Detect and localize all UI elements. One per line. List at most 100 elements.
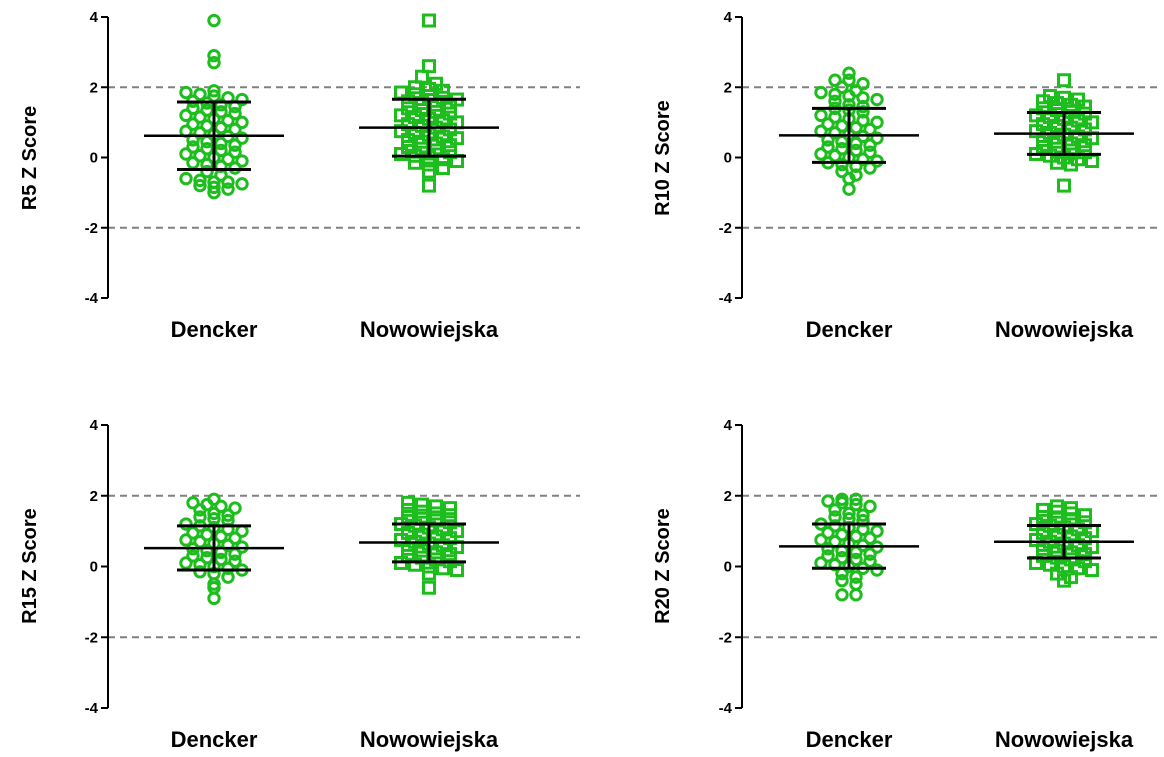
- data-point-circle: [835, 496, 849, 510]
- data-point-circle: [207, 185, 221, 200]
- data-point-circle: [821, 117, 835, 131]
- chart-svg: 4 2 0 -2 -4 Dencker Nowowiejska: [85, 9, 580, 342]
- data-point-square: [408, 80, 422, 95]
- data-point-circle: [221, 538, 235, 552]
- data-point-circle: [870, 563, 884, 577]
- data-point-square: [401, 94, 415, 109]
- data-point-circle: [179, 147, 193, 161]
- data-point-circle: [835, 164, 849, 179]
- y-tick-label: 0: [90, 559, 98, 576]
- data-point-circle: [828, 110, 842, 124]
- data-point-circle: [835, 573, 849, 588]
- data-point-circle: [207, 506, 221, 521]
- data-point-circle: [856, 105, 870, 119]
- y-tick-label: -2: [719, 220, 732, 237]
- data-point-square: [429, 506, 443, 521]
- data-point-square: [1050, 96, 1064, 111]
- data-point-circle: [828, 87, 842, 101]
- data-point-square: [422, 157, 436, 172]
- y-axis-label: R5 Z Score: [19, 105, 41, 211]
- data-point-circle: [814, 108, 828, 123]
- x-category-label: Dencker: [806, 727, 893, 752]
- data-point-circle: [186, 526, 200, 540]
- data-point-circle: [235, 154, 249, 168]
- data-point-circle: [186, 140, 200, 154]
- data-point-circle: [828, 510, 842, 524]
- data-point-circle: [849, 570, 863, 584]
- y-tick-label: 4: [724, 417, 733, 434]
- data-point-square: [401, 495, 415, 510]
- data-point-square: [415, 504, 429, 519]
- data-point-circle: [221, 522, 235, 537]
- data-point-circle: [835, 80, 849, 94]
- data-point-circle: [842, 182, 856, 196]
- data-point-circle: [863, 161, 877, 175]
- data-point-circle: [828, 94, 842, 109]
- data-point-circle: [200, 103, 214, 117]
- data-point-circle: [821, 140, 835, 154]
- data-point-square: [443, 99, 457, 114]
- data-point-circle: [221, 561, 235, 575]
- data-point-circle: [821, 549, 835, 563]
- y-tick-label: 4: [90, 417, 99, 434]
- data-point-circle: [214, 120, 228, 135]
- y-axis-label: R15 Z Score: [19, 508, 41, 624]
- data-point-circle: [214, 98, 228, 112]
- y-tick-label: 0: [724, 559, 732, 576]
- data-point-circle: [186, 117, 200, 131]
- data-point-circle: [193, 178, 207, 193]
- data-point-square: [436, 152, 450, 167]
- y-axis-label: R20 Z Score: [652, 508, 674, 624]
- data-point-circle: [828, 126, 842, 140]
- data-point-square: [422, 164, 436, 179]
- data-point-circle: [186, 549, 200, 563]
- y-axis-label: R10 Z Score: [652, 100, 674, 216]
- data-point-circle: [849, 552, 863, 567]
- y-tick-label: 2: [90, 79, 98, 96]
- data-point-square: [443, 138, 457, 153]
- chart-panel-r5: R5 Z Score 4 2 0 -2 -4 Dencker Nowowiejska: [0, 0, 582, 376]
- data-point-square: [394, 146, 408, 161]
- data-point-circle: [193, 126, 207, 140]
- data-point-circle: [207, 55, 221, 70]
- data-point-square: [1050, 504, 1064, 519]
- data-point-circle: [179, 108, 193, 123]
- y-tick-label: -2: [85, 220, 98, 237]
- data-point-circle: [207, 591, 221, 606]
- data-point-circle: [849, 529, 863, 544]
- data-point-square: [1078, 547, 1092, 562]
- y-tick-label: -2: [719, 629, 732, 646]
- data-point-circle: [214, 552, 228, 567]
- data-point-square: [1036, 94, 1050, 109]
- data-point-circle: [828, 73, 842, 87]
- data-point-circle: [193, 110, 207, 124]
- chart-svg: 4 2 0 -2 -4 Dencker Nowowiejska: [719, 9, 1162, 342]
- data-point-circle: [849, 492, 863, 506]
- x-category-label: Dencker: [171, 317, 258, 342]
- data-point-circle: [835, 157, 849, 172]
- data-point-circle: [200, 527, 214, 542]
- data-point-square: [443, 547, 457, 562]
- data-point-circle: [828, 519, 842, 533]
- data-point-square: [1064, 97, 1078, 112]
- data-point-circle: [221, 113, 235, 128]
- data-point-circle: [849, 136, 863, 151]
- data-point-circle: [863, 145, 877, 159]
- data-point-circle: [856, 513, 870, 528]
- data-point-circle: [214, 105, 228, 119]
- data-point-circle: [863, 554, 877, 568]
- data-point-circle: [221, 508, 235, 522]
- data-point-square: [1036, 502, 1050, 517]
- data-point-circle: [821, 494, 835, 508]
- data-point-circle: [228, 106, 242, 121]
- chart-svg: 4 2 0 -2 -4 Dencker Nowowiejska: [85, 417, 580, 752]
- y-tick-label: -4: [85, 290, 99, 307]
- data-point-square: [1085, 563, 1099, 578]
- y-tick-label: 2: [724, 488, 732, 505]
- data-point-circle: [842, 89, 856, 103]
- data-point-square: [436, 83, 450, 98]
- data-point-circle: [193, 149, 207, 163]
- data-point-square: [450, 563, 464, 578]
- data-point-circle: [200, 142, 214, 156]
- data-point-circle: [849, 143, 863, 158]
